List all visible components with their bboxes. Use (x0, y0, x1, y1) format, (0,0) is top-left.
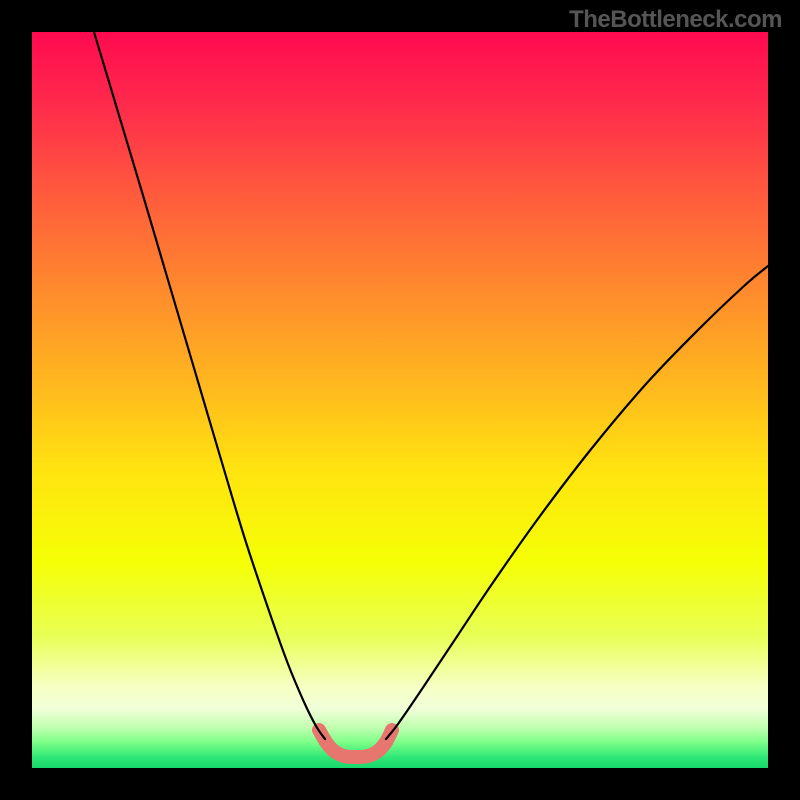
plot-area (32, 32, 768, 768)
watermark-text: TheBottleneck.com (569, 6, 782, 34)
curve-layer (32, 32, 768, 768)
highlight-segment (319, 730, 392, 757)
bottleneck-curve (94, 32, 768, 739)
